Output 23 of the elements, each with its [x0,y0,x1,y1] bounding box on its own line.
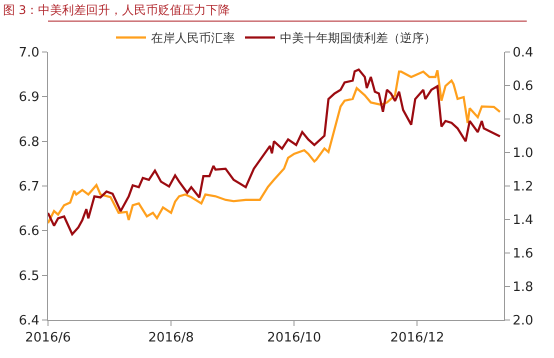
y2-tick-label: 1.4 [512,213,534,228]
x-tick-label: 2016/8 [148,330,194,346]
y2-tick-label: 1.8 [512,280,534,296]
y-tick-label: 6.8 [18,134,40,150]
x-tick-label: 2016/12 [390,330,444,346]
y-tick-label: 6.9 [18,90,40,106]
y2-tick-label: 0.4 [512,46,534,61]
y2-tick-label: 0.8 [512,112,534,128]
chart-title: 图 3：中美利差回升，人民币贬值压力下降 [2,2,230,17]
x-tick-label: 2016/10 [267,330,322,346]
y2-tick-label: 1.2 [512,180,534,195]
legend-label: 在岸人民币汇率 [151,31,235,46]
y-tick-label: 6.6 [18,224,40,240]
y-tick-label: 6.4 [18,314,40,329]
y2-tick-label: 0.6 [512,79,534,94]
y-tick-label: 6.7 [18,180,40,195]
y-tick-label: 7.0 [18,46,40,61]
y2-tick-label: 1.6 [512,246,534,262]
x-tick-label: 2016/6 [25,330,71,346]
y2-tick-label: 1.0 [512,146,534,162]
legend-label: 中美十年期国债利差（逆序） [280,31,436,46]
y2-tick-label: 2.0 [512,314,534,329]
y-tick-label: 6.5 [18,268,40,284]
